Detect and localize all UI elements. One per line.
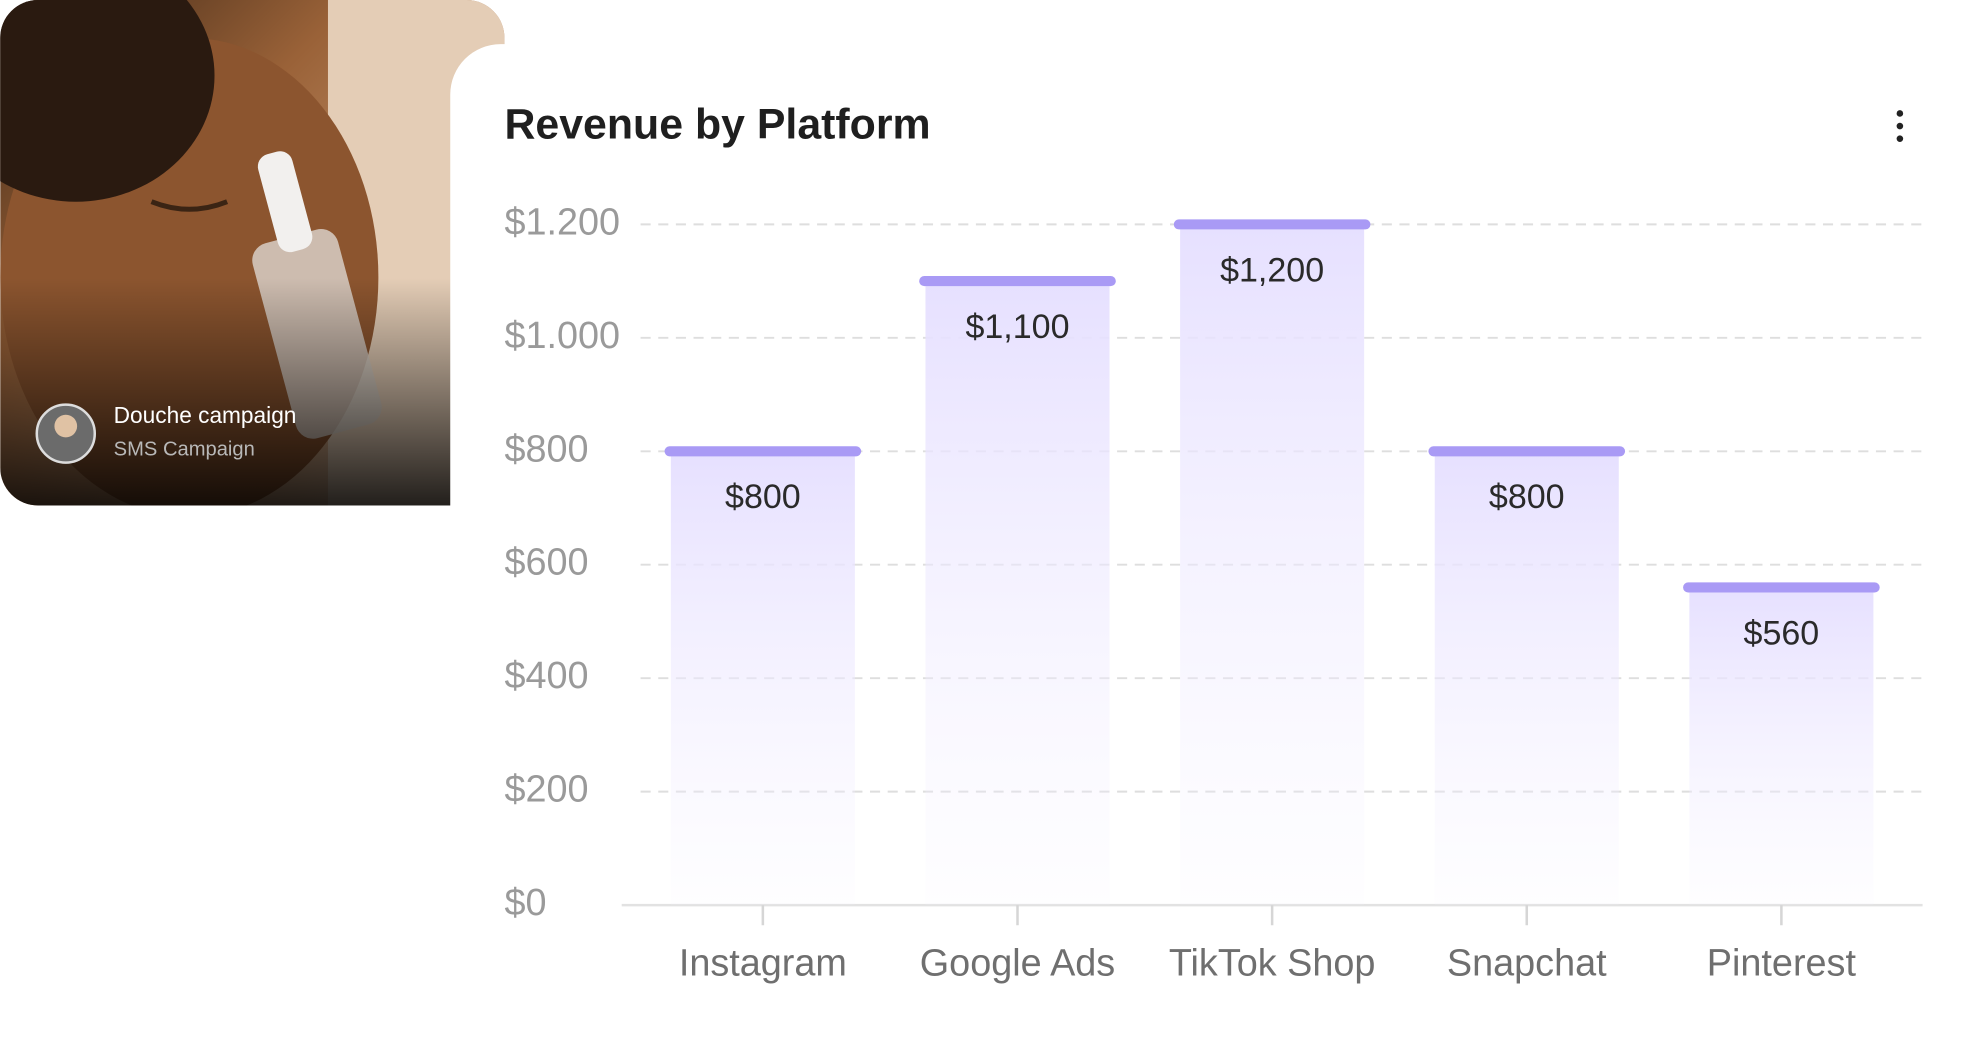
x-tick-label: Google Ads (920, 943, 1115, 985)
y-tick-label: $1.000 (504, 315, 620, 357)
y-tick-label: $200 (504, 769, 588, 811)
campaign-subtitle: SMS Campaign (114, 438, 255, 460)
value-label: $560 (1744, 614, 1820, 652)
chart-title: Revenue by Platform (504, 101, 930, 149)
bar (1689, 587, 1874, 906)
value-label: $800 (725, 478, 801, 516)
x-tick-label: Pinterest (1707, 943, 1857, 985)
bar (670, 451, 855, 906)
campaign-title: Douche campaign (114, 402, 297, 428)
y-tick-label: $800 (504, 428, 588, 470)
plot: $0 $200 $400 $600 $800 $1.000 $1.200 Instagram $… (504, 201, 1923, 985)
y-tick-label: $0 (504, 882, 546, 924)
y-tick-label: $400 (504, 655, 588, 697)
bar (925, 281, 1110, 906)
avatar-face (54, 414, 78, 438)
value-label: $1,100 (965, 308, 1069, 346)
y-tick-label: $600 (504, 542, 588, 584)
value-label: $1,200 (1220, 251, 1324, 289)
y-tick-label: $1.200 (504, 201, 620, 243)
x-tick-label: Snapchat (1447, 943, 1607, 985)
x-tick-label: TikTok Shop (1169, 943, 1376, 985)
more-menu[interactable] (1896, 110, 1904, 142)
value-label: $800 (1489, 478, 1565, 516)
bar (1180, 224, 1365, 906)
x-tick-label: Instagram (679, 943, 847, 985)
bar (1434, 451, 1619, 906)
